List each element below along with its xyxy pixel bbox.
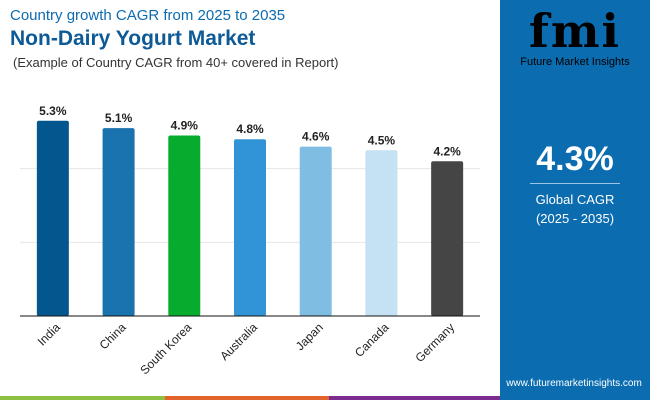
data-label: 5.3% [39,104,67,118]
x-tick-label: Australia [217,320,260,363]
bar-china [102,128,135,316]
chart-title: Non-Dairy Yogurt Market [10,27,256,50]
x-tick-label: Germany [412,320,457,365]
data-label: 5.1% [105,111,133,125]
global-cagr-value: 4.3% [536,140,614,178]
x-tick-label: Canada [352,320,392,360]
bar-canada [365,150,398,316]
bar-japan [299,146,332,316]
chart-note: (Example of Country CAGR from 40+ covere… [13,55,339,70]
data-label: 4.2% [433,144,461,158]
x-tick-label: South Korea [137,320,194,377]
x-tick-label: India [35,320,64,349]
stripe-purple [329,396,500,400]
bar-chart: 5.3% India 5.1% China 4.9% South Korea 4.8% Aus… [20,104,480,377]
data-label: 4.9% [171,119,199,133]
data-label: 4.8% [236,122,264,136]
x-tick-label: China [97,320,129,352]
data-label: 4.5% [368,133,396,147]
stripe-orange [165,396,329,400]
brand-name: Future Market Insights [520,56,630,68]
fmi-logo: fmi Future Market Insights [515,6,635,68]
bar-india [36,120,69,317]
chart-subtitle: Country growth CAGR from 2025 to 2035 [10,7,286,24]
logo-mark: fmi [529,4,621,58]
side-panel [500,0,650,400]
cagr-period: (2025 - 2035) [535,211,615,226]
website-link[interactable]: www.futuremarketinsights.com [506,378,642,389]
cagr-label: Global CAGR [535,192,615,207]
data-label: 4.6% [302,130,330,144]
stripe-green [0,396,165,400]
bar-australia [234,139,266,316]
global-cagr-label: Global CAGR (2025 - 2035) [500,190,650,228]
x-tick-label: Japan [293,320,326,353]
divider [530,183,620,184]
bar-germany [431,161,464,316]
bar-south-korea [168,135,201,316]
